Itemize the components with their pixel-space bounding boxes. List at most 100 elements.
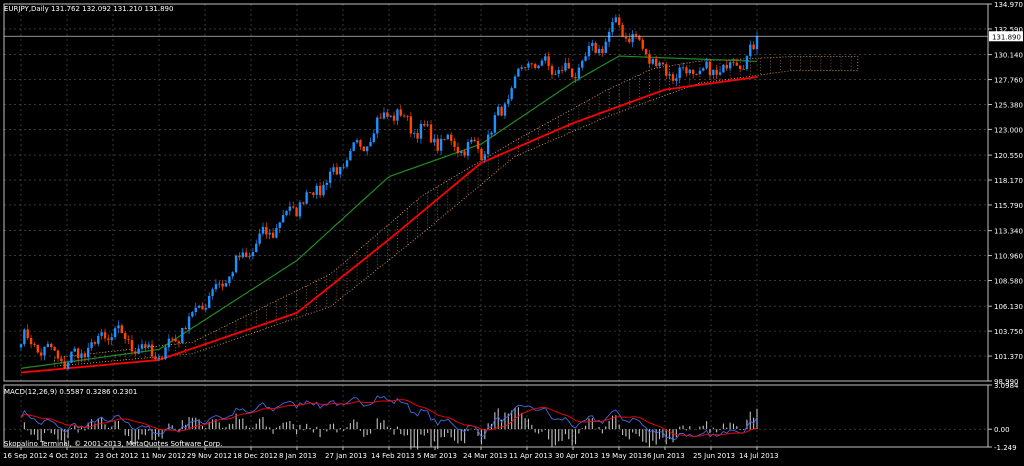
candle-body [607,31,611,42]
price-tick-label: 101.370 [994,353,1023,361]
candle-body [597,48,601,54]
candle-body [728,62,732,69]
candle-body [601,48,604,54]
candle-body [466,142,470,156]
candle-body [23,329,26,345]
candle-body [473,139,476,141]
candle-body [641,39,644,49]
candle-body [271,232,275,238]
candle-body [83,353,87,358]
candle-body [648,54,651,64]
price-tick-label: 127.760 [994,77,1023,85]
candle-body [702,68,705,71]
candle-body [715,69,718,75]
candle-body [688,69,691,74]
candle-body [352,142,355,151]
candle-body [60,358,63,362]
copyright-text: Skopalino Terminal, © 2001-2013, MetaQuo… [4,440,222,448]
candle-body [376,117,379,134]
candle-body [470,139,473,143]
candle-body [160,357,164,359]
candle-body [480,148,483,160]
price-tick-label: 125.380 [994,101,1023,109]
candle-body [56,350,60,359]
date-tick-label: 23 Oct 2012 [95,452,138,460]
candle-body [745,56,749,70]
candle-body [305,192,308,204]
candle-body [537,65,540,69]
candle-body [705,61,708,69]
price-tick-label: 103.750 [994,328,1023,336]
candle-body [211,289,214,296]
candle-body [399,109,402,116]
candle-body [423,123,426,126]
candle-body [29,337,33,345]
candle-body [419,123,423,139]
candle-body [443,138,446,140]
candle-body [224,283,228,287]
date-tick-label: 5 Mar 2013 [417,452,457,460]
price-tick-label: 110.960 [994,253,1023,261]
candle-body [661,62,665,65]
candle-body [722,64,725,73]
candle-body [460,151,463,154]
time-axis: 16 Sep 2012 4 Oct 2012 23 Oct 2012 11 Nov 2… [3,447,779,460]
candle-body [436,138,439,151]
candle-body [281,215,285,223]
candle-body [695,74,698,75]
price-tick-label: 118.170 [994,177,1023,185]
price-tick-label: 130.140 [994,52,1023,60]
price-tick-label: 98.990 [994,378,1019,386]
candlestick-series[interactable] [19,14,759,371]
moving-averages [20,55,758,374]
candle-body [567,62,570,69]
price-tick-label: 132.590 [994,26,1023,34]
macd-indicator[interactable] [20,395,758,450]
cloud-area [54,56,859,367]
candle-body [43,346,46,356]
candle-body [278,222,281,229]
candle-body [685,67,688,74]
candle-body [251,252,255,257]
candle-body [87,347,90,358]
candle-body [507,99,510,104]
candle-body [490,132,493,135]
candle-body [134,351,137,354]
date-tick-label: 27 Jan 2013 [325,452,367,460]
candle-body [50,343,53,348]
candle-body [345,160,349,167]
candle-body [201,305,204,310]
candle-body [362,146,365,152]
candle-body [752,44,755,50]
candle-body [359,140,362,147]
macd-panel-frame [3,384,989,448]
candle-body [533,64,537,69]
candle-body [725,64,728,69]
candle-body [107,338,110,341]
candle-body [671,74,675,81]
candle-body [486,134,490,155]
candle-body [544,56,547,61]
candle-body [658,62,661,66]
candle-body [517,68,520,77]
candle-body [167,338,171,348]
candle-body [39,352,43,356]
date-tick-label: 24 Mar 2013 [463,452,507,460]
date-tick-label: 29 Nov 2012 [187,452,232,460]
candle-body [312,192,315,195]
candle-body [154,356,157,360]
candle-body [500,106,503,116]
date-tick-label: 16 Sep 2012 [3,452,47,460]
candle-body [194,307,197,313]
macd-header: MACD(12,26,9) 0.5587 0.3286 0.2301 [4,388,137,396]
candle-body [456,146,460,154]
candle-body [614,17,618,23]
candle-body [513,76,517,89]
candle-body [332,167,335,172]
candle-body [181,327,184,343]
candle-body [463,151,466,156]
candle-body [426,124,429,126]
candle-body [130,340,134,352]
candle-body [409,116,413,134]
